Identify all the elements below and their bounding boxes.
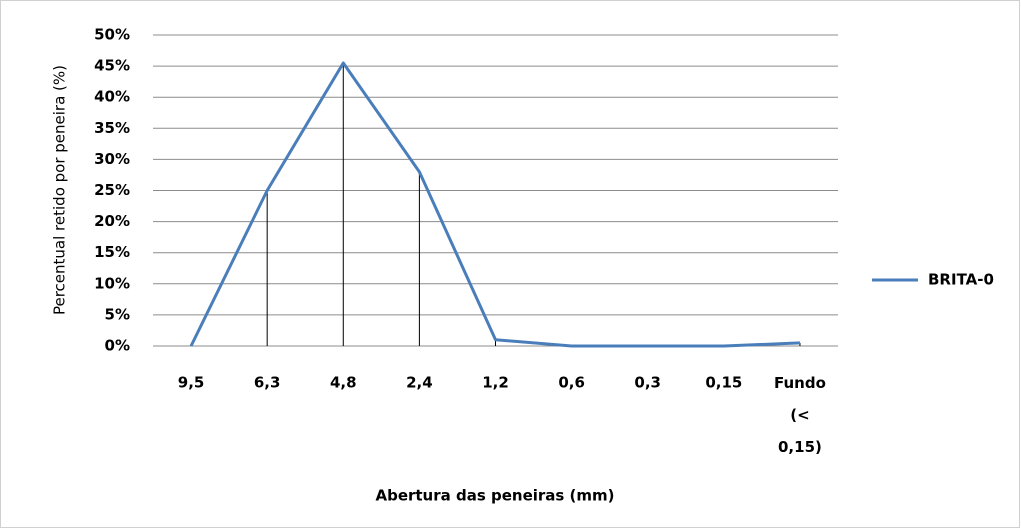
x-tick-line: (<: [790, 406, 809, 424]
y-tick-label: 40%: [94, 88, 130, 106]
y-tick-label: 30%: [94, 150, 130, 168]
y-tick-label: 50%: [94, 26, 130, 44]
y-tick-label: 0%: [105, 337, 130, 355]
x-tick-label: 9,5: [178, 374, 205, 392]
y-tick-label: 15%: [94, 243, 130, 261]
x-tick-label: 1,2: [482, 374, 509, 392]
x-tick-label: 2,4: [406, 374, 433, 392]
y-tick-label: 5%: [105, 305, 130, 323]
y-tick-label: 45%: [94, 57, 130, 75]
legend-label: BRITA-0: [928, 271, 994, 289]
x-axis-title: Abertura das peneiras (mm): [375, 487, 614, 505]
series-line: [189, 61, 801, 348]
x-tick-label: 4,8: [330, 374, 357, 392]
x-tick-label: 0,15: [705, 374, 742, 392]
x-tick-line: 0,15): [778, 438, 822, 456]
x-tick-label: 0,6: [558, 374, 585, 392]
x-tick-label: 0,3: [634, 374, 661, 392]
y-tick-label: 25%: [94, 181, 130, 199]
y-tick-label: 20%: [94, 212, 130, 230]
x-tick-label: 6,3: [254, 374, 281, 392]
x-tick-label: Fundo (< 0,15): [774, 374, 826, 456]
y-tick-label: 10%: [94, 274, 130, 292]
x-tick-line: Fundo: [774, 374, 826, 392]
y-tick-label: 35%: [94, 119, 130, 137]
y-axis-title: Percentual retido por peneira (%): [51, 65, 69, 315]
